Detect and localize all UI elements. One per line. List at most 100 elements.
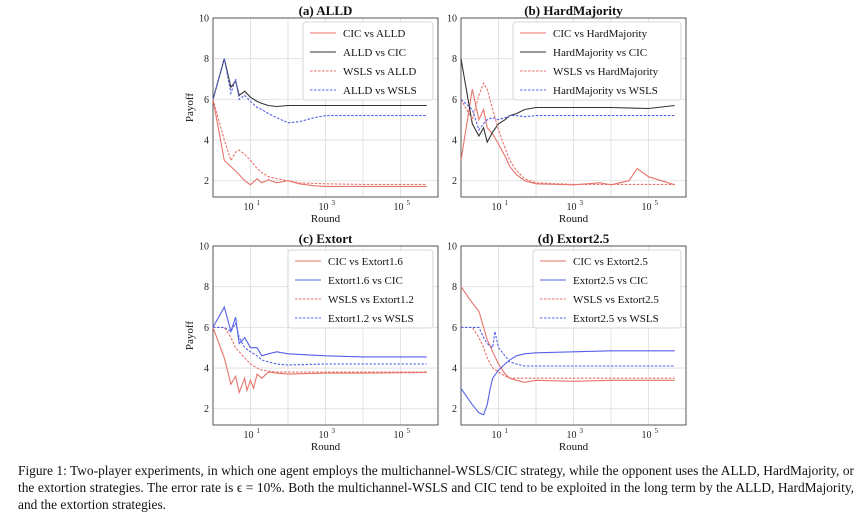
x-tick-label: 10 (394, 430, 404, 441)
y-tick-label: 4 (452, 364, 457, 375)
series-line-3 (461, 326, 675, 379)
series-line-2 (212, 58, 427, 108)
series-line-3 (460, 81, 675, 185)
series-line-1 (460, 286, 675, 383)
chart-title: (c) Extort (299, 231, 353, 246)
series-line-1 (212, 99, 427, 187)
legend: CIC vs Extort1.6 Extort1.6 vs CIC WSLS vs … (287, 249, 434, 329)
x-tick-exponent: 5 (407, 427, 411, 435)
series-line-1 (460, 89, 675, 186)
legend-entry: CIC vs Extort1.6 (328, 256, 403, 268)
x-tick-label: 10 (567, 202, 577, 213)
y-tick-label: 6 (452, 95, 457, 106)
y-tick-label: 4 (452, 136, 457, 147)
x-tick-label: 10 (567, 430, 577, 441)
legend-entry: Extort2.5 vs CIC (573, 275, 648, 287)
x-tick-exponent: 1 (505, 199, 509, 207)
x-tick-label: 10 (319, 430, 329, 441)
x-tick-exponent: 3 (332, 427, 336, 435)
legend-entry: CIC vs HardMajority (553, 28, 648, 40)
legend-entry: WSLS vs Extort2.5 (573, 294, 659, 306)
y-tick-label: 8 (204, 54, 209, 65)
series-line-4 (461, 326, 675, 367)
legend-box (302, 21, 434, 101)
x-tick-label: 10 (319, 202, 329, 213)
legend: CIC vs ALLD ALLD vs CIC WSLS vs ALLD ALLD v… (302, 21, 434, 101)
legend-box (532, 249, 682, 329)
series-line-2 (460, 58, 675, 144)
x-tick-exponent: 5 (407, 199, 411, 207)
y-tick-label: 6 (452, 323, 457, 334)
legend-entry: CIC vs Extort2.5 (573, 256, 648, 268)
legend-box (287, 249, 434, 329)
plot-frame (212, 245, 439, 426)
y-tick-label: 2 (204, 176, 209, 187)
y-tick-label: 2 (452, 176, 457, 187)
legend-entry: HardMajority vs WSLS (553, 85, 658, 97)
x-axis-label: Round (311, 441, 341, 453)
x-tick-label: 10 (492, 430, 502, 441)
x-tick-label: 10 (642, 202, 652, 213)
x-axis-label: Round (559, 441, 589, 453)
y-tick-label: 6 (204, 95, 209, 106)
x-axis-label: Round (311, 213, 341, 225)
legend-entry: Extort2.5 vs WSLS (573, 313, 659, 325)
x-tick-exponent: 1 (257, 199, 261, 207)
y-tick-label: 8 (452, 282, 457, 293)
y-axis-label: Payoff (184, 321, 196, 350)
series-line-2 (212, 305, 427, 358)
legend-box (512, 21, 682, 101)
y-tick-label: 8 (452, 54, 457, 65)
x-tick-exponent: 3 (580, 427, 584, 435)
legend: CIC vs HardMajority HardMajority vs CIC WS… (512, 21, 682, 101)
legend-entry: ALLD vs CIC (343, 47, 406, 59)
legend-entry: WSLS vs HardMajority (553, 66, 659, 78)
plot-frame (460, 245, 687, 426)
legend-entry: CIC vs ALLD (343, 28, 405, 40)
legend-entry: Extort1.6 vs CIC (328, 275, 403, 287)
x-axis-label: Round (559, 213, 589, 225)
x-tick-exponent: 5 (655, 199, 659, 207)
series-line-2 (460, 350, 675, 416)
x-tick-exponent: 1 (505, 427, 509, 435)
chart-title: (a) ALLD (299, 3, 353, 18)
y-tick-label: 8 (204, 282, 209, 293)
x-tick-exponent: 3 (332, 199, 336, 207)
y-tick-label: 2 (204, 404, 209, 415)
y-axis-label: Payoff (184, 93, 196, 122)
legend-entry: Extort1.2 vs WSLS (328, 313, 414, 325)
chart-title: (d) Extort2.5 (538, 231, 610, 246)
legend-entry: WSLS vs ALLD (343, 66, 416, 78)
y-tick-label: 4 (204, 364, 209, 375)
plot-frame (460, 17, 687, 198)
legend-entry: WSLS vs Extort1.2 (328, 294, 414, 306)
series-line-4 (213, 321, 427, 366)
plot-frame (212, 17, 439, 198)
series-line-4 (460, 98, 675, 132)
series-line-1 (212, 327, 427, 395)
figure-caption: Figure 1: Two-player experiments, in whi… (18, 463, 854, 512)
y-tick-label: 10 (447, 242, 457, 253)
series-line-3 (213, 326, 427, 373)
legend-entry: HardMajority vs CIC (553, 47, 647, 59)
y-tick-label: 6 (204, 323, 209, 334)
x-tick-label: 10 (244, 202, 254, 213)
x-tick-label: 10 (492, 202, 502, 213)
y-tick-label: 10 (199, 242, 209, 253)
y-tick-label: 4 (204, 136, 209, 147)
y-tick-label: 10 (199, 14, 209, 25)
x-tick-label: 10 (642, 430, 652, 441)
legend-entry: ALLD vs WSLS (343, 85, 417, 97)
series-line-3 (212, 99, 427, 185)
x-tick-exponent: 1 (257, 427, 261, 435)
x-tick-label: 10 (244, 430, 254, 441)
legend: CIC vs Extort2.5 Extort2.5 vs CIC WSLS vs … (532, 249, 682, 329)
chart-title: (b) HardMajority (524, 3, 623, 18)
x-tick-exponent: 5 (655, 427, 659, 435)
x-tick-exponent: 3 (580, 199, 584, 207)
